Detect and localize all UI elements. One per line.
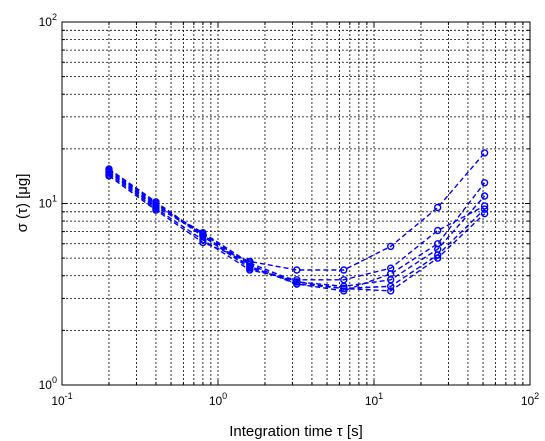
x-tick-labels: 10-1 100 101 102 bbox=[51, 391, 539, 408]
data-point bbox=[387, 264, 395, 272]
series-group bbox=[105, 149, 489, 295]
data-point bbox=[480, 202, 489, 210]
data-point bbox=[199, 238, 207, 247]
y-tick-label: 101 bbox=[39, 194, 57, 211]
data-point bbox=[340, 287, 348, 295]
data-point bbox=[246, 266, 254, 274]
data-point bbox=[340, 266, 348, 274]
data-point bbox=[480, 149, 489, 157]
data-point bbox=[293, 276, 301, 284]
x-tick-label: 100 bbox=[209, 391, 227, 408]
data-point bbox=[387, 287, 395, 295]
series-line bbox=[108, 172, 486, 290]
data-point bbox=[434, 226, 442, 235]
data-point bbox=[387, 242, 395, 251]
x-axis-label: Integration time τ [s] bbox=[229, 423, 362, 440]
data-point bbox=[152, 206, 160, 214]
data-point bbox=[480, 179, 489, 187]
data-point bbox=[434, 203, 442, 212]
x-tick-label: 102 bbox=[521, 391, 539, 408]
grid-major bbox=[62, 22, 530, 385]
data-point bbox=[246, 257, 254, 266]
series-line bbox=[108, 173, 485, 281]
data-point bbox=[480, 209, 489, 218]
data-point bbox=[105, 172, 113, 180]
y-tick-labels: 100 101 102 bbox=[39, 12, 57, 392]
axis-ticks bbox=[61, 21, 531, 386]
series-line bbox=[108, 168, 486, 292]
data-point bbox=[293, 280, 301, 288]
data-point bbox=[434, 240, 442, 248]
x-tick-label: 101 bbox=[365, 391, 383, 408]
data-point bbox=[340, 276, 348, 284]
x-tick-label: 10-1 bbox=[51, 391, 72, 408]
y-axis-label: σ (τ) [μg] bbox=[14, 174, 31, 233]
y-tick-label: 100 bbox=[39, 375, 57, 392]
data-point bbox=[480, 192, 489, 200]
data-point bbox=[105, 165, 113, 173]
series-line-group bbox=[105, 149, 489, 274]
series-line bbox=[108, 152, 486, 271]
data-point bbox=[293, 266, 301, 274]
series-line bbox=[108, 169, 486, 288]
y-tick-label: 102 bbox=[39, 12, 57, 29]
data-point bbox=[199, 231, 207, 239]
